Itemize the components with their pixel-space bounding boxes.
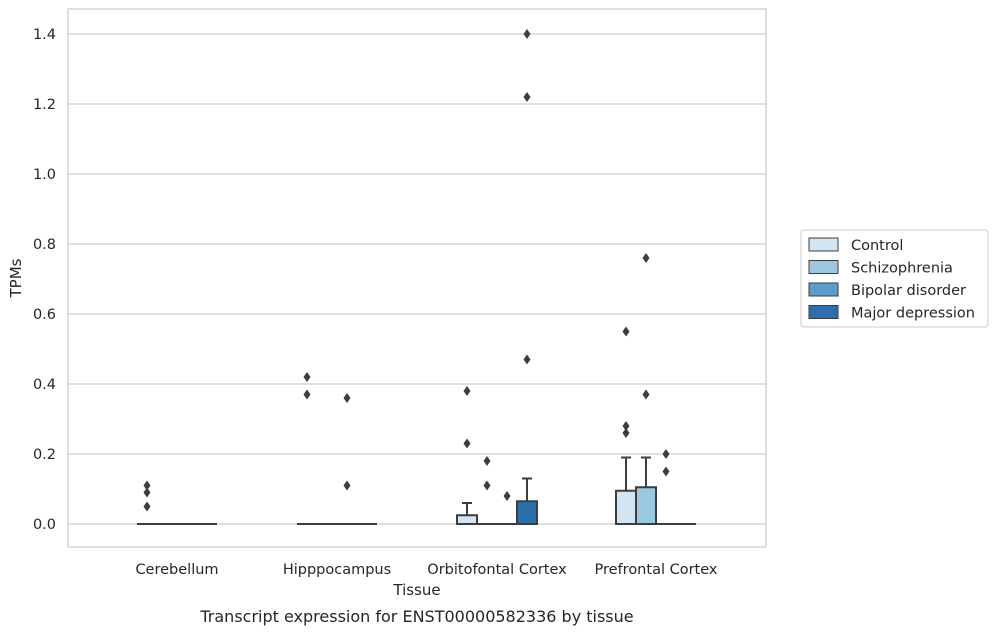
outlier-point xyxy=(642,389,650,400)
box-body xyxy=(516,500,538,525)
outlier-point xyxy=(143,501,151,512)
legend-label: Control xyxy=(851,238,903,254)
outlier-point xyxy=(662,466,670,477)
y-tick-label: 0.2 xyxy=(33,447,56,463)
y-tick-label: 1.0 xyxy=(33,167,56,183)
x-tick-label: Hipppocampus xyxy=(283,562,391,578)
box-control xyxy=(615,326,637,525)
plot-area-frame xyxy=(67,8,767,548)
legend-swatch xyxy=(808,260,839,274)
legend-label: Schizophrenia xyxy=(851,261,953,277)
outlier-point xyxy=(483,456,491,466)
outlier-point xyxy=(303,389,311,400)
outlier-point xyxy=(483,480,491,491)
x-tick-label: Orbitofontal Cortex xyxy=(427,562,567,578)
box-control xyxy=(137,480,157,525)
y-tick-label: 0.8 xyxy=(33,237,56,253)
legend-swatch xyxy=(808,305,839,319)
outlier-point xyxy=(523,92,531,102)
legend-swatch xyxy=(808,237,839,252)
x-tick-label: Cerebellum xyxy=(135,562,218,578)
outlier-point xyxy=(622,428,630,438)
box-control xyxy=(456,386,478,525)
legend-label: Bipolar disorder xyxy=(851,283,966,299)
box-control xyxy=(297,372,317,525)
x-axis-label: Tissue xyxy=(392,581,440,599)
outlier-point xyxy=(303,372,311,382)
outlier-point xyxy=(622,421,630,431)
box-plot-marks xyxy=(137,29,696,525)
box-bipolar-disorder xyxy=(656,449,676,525)
box-schizophrenia xyxy=(477,456,497,525)
gridlines xyxy=(68,33,766,525)
box-body xyxy=(615,489,637,525)
box-schizophrenia xyxy=(635,253,657,525)
box-body xyxy=(456,514,478,525)
outlier-point xyxy=(143,487,151,498)
outlier-point xyxy=(503,491,511,501)
box-bipolar-disorder xyxy=(337,393,357,525)
outlier-point xyxy=(343,393,351,403)
legend-swatch xyxy=(808,282,839,297)
y-tick-label: 0.4 xyxy=(33,377,56,393)
box-major-depression xyxy=(516,29,538,525)
legend-label: Major depression xyxy=(851,306,975,322)
outlier-point xyxy=(523,354,531,365)
box-bipolar-disorder xyxy=(497,491,517,525)
box-body xyxy=(635,486,657,525)
y-axis-ticks: 0.0 0.2 0.4 0.6 0.8 1.0 1.2 1.4 xyxy=(33,27,56,533)
outlier-point xyxy=(463,386,471,396)
y-axis-label: TPMs xyxy=(7,258,25,298)
legend: Control Schizophrenia Bipolar disorder Majo… xyxy=(800,229,989,328)
chart-caption: Transcript expression for ENST0000058233… xyxy=(199,607,633,626)
outlier-point xyxy=(343,480,351,491)
y-tick-label: 0.6 xyxy=(33,307,56,323)
outlier-point xyxy=(463,438,471,449)
outlier-point xyxy=(622,326,630,337)
outlier-point xyxy=(523,29,531,39)
x-axis-ticks: Cerebellum Hipppocampus Orbitofontal Corte… xyxy=(135,562,717,578)
outlier-point xyxy=(143,480,151,491)
outlier-point xyxy=(642,253,650,263)
y-tick-label: 1.4 xyxy=(33,27,56,43)
y-tick-label: 1.2 xyxy=(33,97,56,113)
x-tick-label: Prefrontal Cortex xyxy=(595,562,718,578)
legend-frame xyxy=(800,229,989,328)
outlier-point xyxy=(662,449,670,459)
y-tick-label: 0.0 xyxy=(33,517,56,533)
